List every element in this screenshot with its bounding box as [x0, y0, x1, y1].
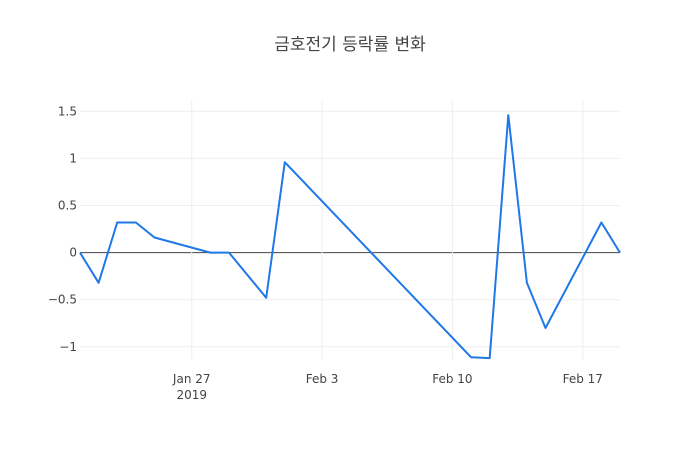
y-tick-label: 1.5 [58, 104, 77, 118]
y-tick-label: −1 [59, 340, 77, 354]
x-tick-sublabel: 2019 [176, 388, 207, 402]
grid-lines [80, 100, 620, 360]
x-tick-label: Jan 27 [172, 372, 211, 386]
y-tick-label: 0 [69, 246, 77, 260]
y-tick-label: −0.5 [48, 293, 77, 307]
axis-labels: 1.5 1 0.5 0 −0.5 −1 Jan 27 2019 Feb 3 Feb 10 Feb 1… [48, 104, 603, 402]
x-tick-label: Feb 17 [563, 372, 603, 386]
series-line [79, 114, 621, 360]
y-tick-label: 1 [69, 151, 77, 165]
y-tick-label: 0.5 [58, 199, 77, 213]
chart-title: 금호전기 등락률 변화 [274, 35, 426, 55]
x-tick-label: Feb 3 [306, 372, 339, 386]
series-layer [79, 114, 621, 360]
x-tick-label: Feb 10 [432, 372, 472, 386]
